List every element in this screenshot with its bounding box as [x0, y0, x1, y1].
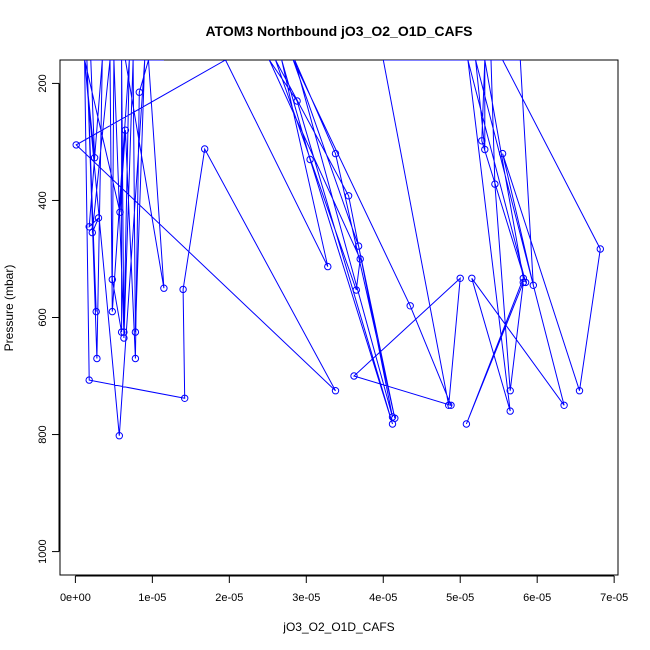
x-tick-label: 4e-05: [369, 592, 397, 604]
data-point: [324, 262, 332, 271]
data-point: [462, 420, 471, 428]
data-point: [344, 192, 353, 200]
x-tick-label: 1e-05: [138, 592, 166, 604]
data-point: [179, 285, 187, 294]
y-tick-label: 400: [37, 191, 49, 209]
data-point: [131, 354, 140, 363]
data-point: [491, 180, 499, 188]
data-point: [560, 401, 568, 409]
data-point: [201, 145, 209, 153]
series-points: [72, 88, 604, 440]
data-point: [90, 154, 99, 162]
data-point: [519, 274, 527, 282]
series-lines: [75, 60, 601, 436]
data-point: [350, 372, 358, 380]
data-point: [160, 284, 168, 292]
data-point: [445, 401, 453, 409]
series-line: [75, 60, 601, 436]
y-tick-label: 200: [37, 74, 49, 92]
data-point: [120, 334, 128, 342]
x-tick-label: 5e-05: [446, 592, 474, 604]
x-axis: 0e+00 1e-05 2e-05 3e-05 4e-05 5e-05 6e-05 7e-05: [60, 575, 628, 604]
data-point: [293, 97, 301, 105]
data-point: [331, 149, 340, 158]
data-point: [596, 245, 604, 253]
data-point: [406, 302, 414, 310]
data-point: [354, 242, 363, 250]
data-point: [306, 155, 314, 164]
data-point: [481, 145, 489, 154]
data-point: [85, 376, 93, 384]
data-point: [108, 275, 117, 284]
data-point: [85, 223, 93, 231]
data-point: [498, 149, 507, 158]
data-point: [108, 307, 117, 316]
data-point: [94, 214, 103, 222]
data-point: [506, 387, 514, 395]
x-tick-label: 0e+00: [60, 592, 91, 604]
y-axis-label: Pressure (mbar): [2, 265, 16, 352]
data-point: [93, 354, 101, 363]
data-point: [506, 407, 514, 415]
data-point: [456, 274, 464, 282]
data-point: [468, 274, 476, 282]
y-axis: 200 400 600 800 1000: [37, 74, 60, 564]
data-point: [478, 137, 486, 145]
data-point: [447, 401, 455, 409]
data-point: [352, 286, 360, 294]
data-point: [88, 228, 97, 237]
y-tick-label: 600: [37, 308, 49, 326]
data-point: [72, 141, 80, 149]
data-point: [519, 278, 527, 287]
data-point: [356, 255, 364, 263]
data-point: [135, 88, 144, 96]
y-tick-label: 800: [37, 425, 49, 443]
x-tick-label: 3e-05: [292, 592, 320, 604]
x-axis-label: jO3_O2_O1D_CAFS: [282, 620, 394, 634]
data-point: [529, 281, 537, 289]
data-point: [131, 328, 140, 336]
x-tick-label: 2e-05: [215, 592, 243, 604]
data-point: [116, 208, 124, 216]
chart-title: ATOM3 Northbound jO3_O2_O1D_CAFS: [205, 23, 472, 39]
y-tick-label: 1000: [37, 539, 49, 563]
data-point: [521, 278, 530, 287]
data-point: [115, 432, 124, 440]
x-tick-label: 7e-05: [600, 592, 628, 604]
data-point: [575, 387, 584, 395]
data-point: [181, 394, 189, 402]
x-tick-label: 6e-05: [523, 592, 551, 604]
data-point: [121, 126, 130, 134]
data-point: [331, 387, 340, 395]
data-point: [391, 414, 399, 422]
plot-frame: [59, 59, 619, 576]
plot-area: [72, 60, 604, 440]
data-point: [92, 307, 100, 316]
